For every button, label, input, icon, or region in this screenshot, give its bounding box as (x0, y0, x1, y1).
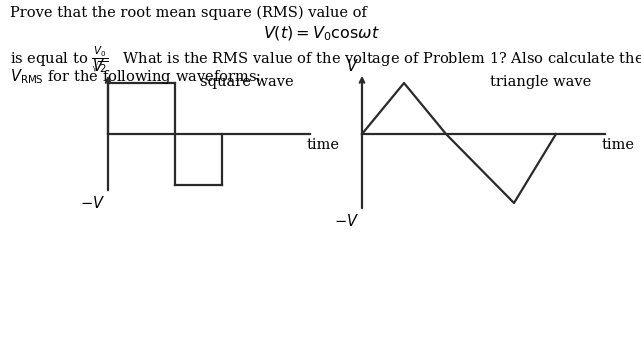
Text: square wave: square wave (200, 75, 294, 89)
Text: time: time (307, 138, 340, 152)
Text: is equal to $\frac{V_0}{\sqrt{2}}$   What is the RMS value of the voltage of Pro: is equal to $\frac{V_0}{\sqrt{2}}$ What … (10, 45, 641, 76)
Text: $-V$: $-V$ (80, 195, 105, 211)
Text: $V_{\rm RMS}$ for the following waveforms:: $V_{\rm RMS}$ for the following waveform… (10, 67, 261, 86)
Text: triangle wave: triangle wave (490, 75, 591, 89)
Text: $\mathit{V}(t) = V_0\mathrm{cos}\omega t$: $\mathit{V}(t) = V_0\mathrm{cos}\omega t… (263, 25, 379, 43)
Text: Prove that the root mean square (RMS) value of: Prove that the root mean square (RMS) va… (10, 6, 367, 20)
Text: $-V$: $-V$ (334, 213, 359, 229)
Text: time: time (602, 138, 635, 152)
Text: $V$: $V$ (92, 58, 105, 74)
Text: $V$: $V$ (346, 58, 359, 74)
